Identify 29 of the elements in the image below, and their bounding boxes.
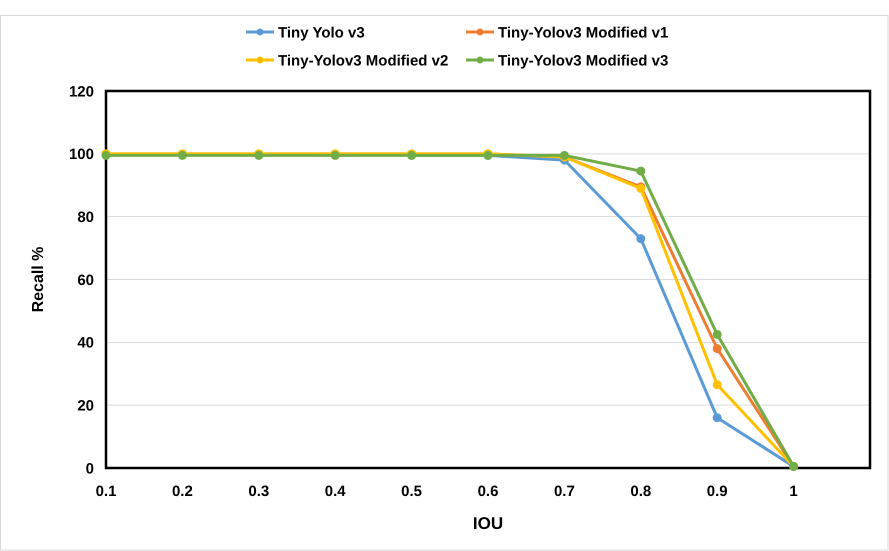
y-tick-label: 20 — [77, 397, 94, 414]
y-tick-label: 40 — [77, 334, 94, 352]
point — [712, 380, 722, 390]
x-axis-title: IOU — [472, 514, 504, 533]
y-tick-label: 120 — [68, 83, 94, 100]
x-tick-label: 0.1 — [96, 483, 116, 500]
legend-label: Tiny-Yolov3 Modified v2 — [278, 52, 448, 70]
x-tick-label: 0.5 — [401, 483, 422, 500]
y-tick-label: 80 — [77, 208, 94, 226]
y-tick-label: 100 — [68, 146, 94, 164]
x-tick-label: 0.2 — [172, 483, 193, 500]
legend-label: Tiny Yolo v3 — [278, 24, 365, 42]
point — [636, 166, 646, 176]
x-tick-label: 0.7 — [554, 483, 575, 500]
legend-label: Tiny-Yolov3 Modified v1 — [498, 24, 668, 42]
y-axis-title: Recall % — [30, 246, 47, 312]
point — [712, 330, 722, 339]
y-tick-label: 60 — [77, 272, 94, 289]
x-tick-label: 0.8 — [630, 483, 652, 500]
x-tick-label: 0.9 — [706, 483, 728, 500]
y-tick-label: 0 — [86, 460, 94, 478]
legend-label: Tiny-Yolov3 Modified v3 — [498, 52, 668, 70]
point — [712, 344, 722, 354]
point — [636, 234, 646, 244]
x-tick-label: 1 — [789, 483, 798, 500]
x-tick-label: 0.4 — [324, 483, 346, 500]
x-tick-label: 0.3 — [248, 483, 270, 500]
x-tick-label: 0.6 — [478, 483, 498, 500]
point — [712, 413, 722, 422]
